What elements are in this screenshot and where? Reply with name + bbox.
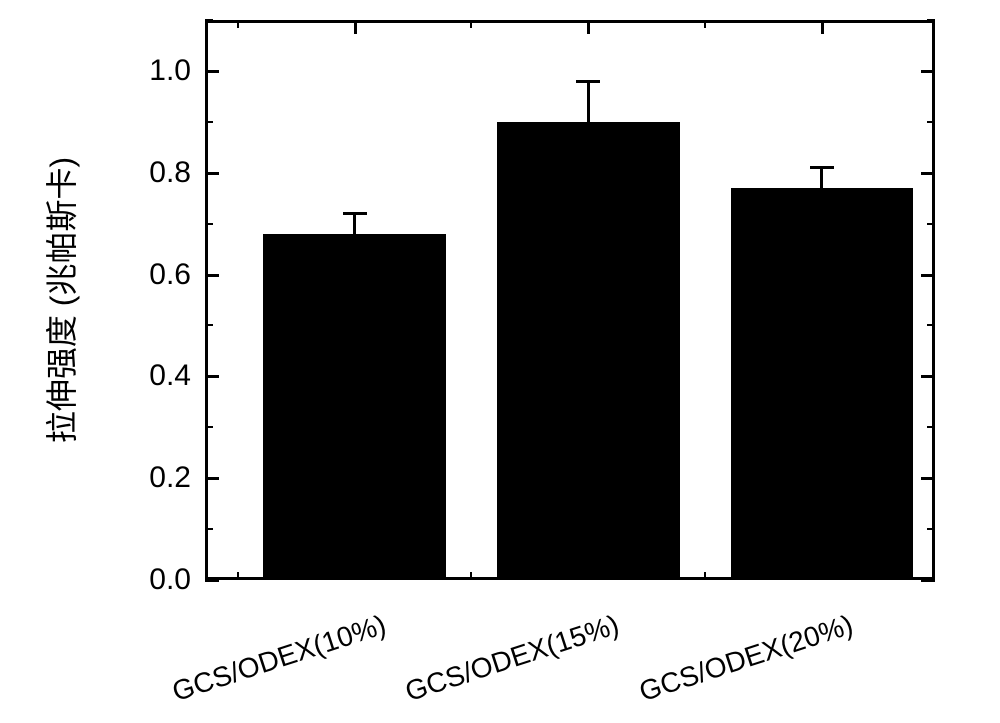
- y-major-tick-right: [921, 274, 935, 277]
- y-minor-tick: [205, 528, 213, 530]
- x-minor-tick: [704, 572, 706, 580]
- y-tick-label: 0.4: [0, 359, 191, 393]
- y-major-tick-right: [921, 70, 935, 73]
- x-major-tick-top: [587, 20, 590, 34]
- y-major-tick: [205, 172, 219, 175]
- error-bar: [820, 168, 823, 188]
- y-major-tick-right: [921, 375, 935, 378]
- y-axis-left: [205, 20, 208, 580]
- bar: [497, 122, 680, 580]
- x-minor-tick-top: [704, 20, 706, 28]
- x-tick-label: GCS/ODEX(20%): [590, 609, 857, 723]
- bar: [731, 188, 914, 580]
- figure: 拉伸强度 (兆帕斯卡) 0.00.20.40.60.81.0GCS/ODEX(1…: [0, 0, 1000, 711]
- error-bar-cap: [810, 166, 834, 169]
- x-axis-top: [205, 20, 935, 23]
- x-major-tick-top: [354, 20, 357, 34]
- y-major-tick: [205, 70, 219, 73]
- error-bar-cap: [576, 80, 600, 83]
- y-minor-tick: [205, 324, 213, 326]
- y-minor-tick-right: [927, 223, 935, 225]
- x-minor-tick-top: [237, 20, 239, 28]
- y-minor-tick: [205, 19, 213, 21]
- y-major-tick: [205, 375, 219, 378]
- y-minor-tick-right: [927, 324, 935, 326]
- y-tick-label: 0.6: [0, 258, 191, 292]
- y-tick-label: 0.2: [0, 461, 191, 495]
- x-major-tick-top: [821, 20, 824, 34]
- y-minor-tick-right: [927, 528, 935, 530]
- x-minor-tick: [237, 572, 239, 580]
- y-minor-tick: [205, 121, 213, 123]
- y-major-tick: [205, 274, 219, 277]
- y-tick-label: 1.0: [0, 54, 191, 88]
- error-bar-cap: [343, 212, 367, 215]
- y-major-tick-right: [921, 579, 935, 582]
- y-minor-tick-right: [927, 426, 935, 428]
- y-minor-tick: [205, 426, 213, 428]
- bar: [263, 234, 446, 580]
- y-major-tick: [205, 579, 219, 582]
- y-minor-tick: [205, 223, 213, 225]
- y-major-tick-right: [921, 477, 935, 480]
- y-tick-label: 0.8: [0, 156, 191, 190]
- y-major-tick: [205, 477, 219, 480]
- x-tick-label: GCS/ODEX(15%): [357, 609, 624, 723]
- y-axis-label: 拉伸强度 (兆帕斯卡): [37, 157, 83, 443]
- y-tick-label: 0.0: [0, 563, 191, 597]
- y-axis-right: [932, 20, 935, 580]
- error-bar: [353, 213, 356, 233]
- x-minor-tick: [470, 572, 472, 580]
- error-bar: [587, 81, 590, 122]
- y-minor-tick-right: [927, 19, 935, 21]
- y-major-tick-right: [921, 172, 935, 175]
- x-tick-label: GCS/ODEX(10%): [123, 609, 390, 723]
- y-minor-tick-right: [927, 121, 935, 123]
- x-minor-tick-top: [470, 20, 472, 28]
